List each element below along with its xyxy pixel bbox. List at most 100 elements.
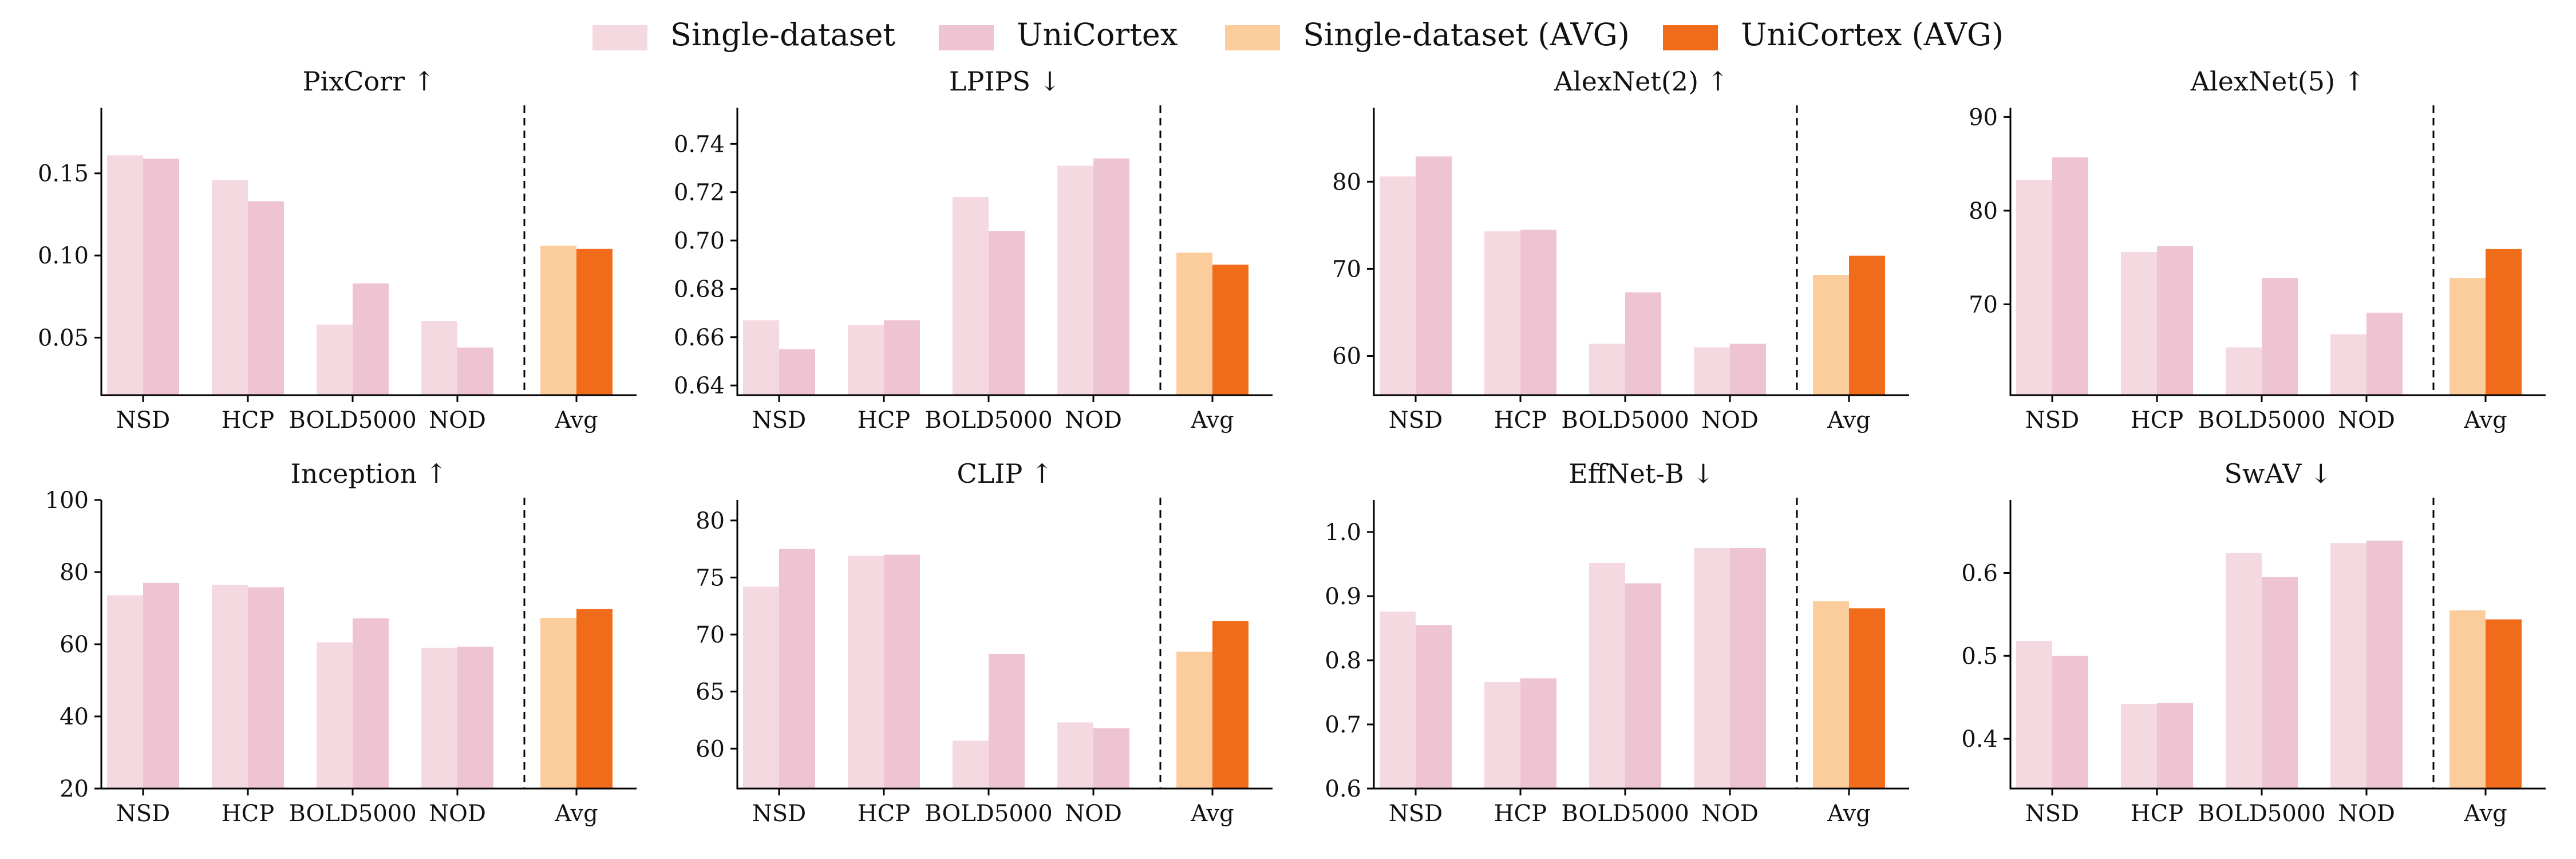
bar-nod-unicortex: [2366, 313, 2403, 395]
bar-avg-single-dataset-avg: [540, 245, 576, 395]
panel-effnet-b: EffNet-B ↓ 0.6 0.7 0.8 0.9 1.0 NSD HCP BOLD5000 N…: [1325, 458, 1909, 827]
panel-swav: SwAV ↓ 0.4 0.5 0.6 NSD HCP BOLD5000 NOD Avg: [1961, 458, 2546, 827]
bar-bold5000-unicortex: [989, 231, 1025, 395]
legend-label: Single-dataset: [670, 17, 895, 53]
bar-nod-unicortex: [457, 647, 493, 789]
bar-nod-unicortex: [1730, 344, 1766, 395]
x-tick-label-nod: NOD: [1065, 407, 1122, 434]
y-tick-label: 40: [60, 704, 89, 730]
bar-hcp-unicortex: [884, 554, 920, 789]
bar-nsd-unicortex: [143, 582, 179, 789]
legend-item-unicortex: UniCortex: [939, 17, 1178, 53]
x-tick-label-nsd: NSD: [1389, 801, 1443, 827]
bar-avg-unicortex-avg: [1212, 621, 1249, 789]
y-tick-label: 70: [1969, 291, 1998, 318]
legend-label: Single-dataset (AVG): [1303, 17, 1630, 53]
bar-nsd-unicortex: [779, 349, 815, 395]
y-tick-label: 80: [60, 559, 89, 586]
panel-title: AlexNet(5) ↑: [2190, 66, 2365, 97]
x-tick-label-avg: Avg: [1827, 407, 1870, 434]
bar-nsd-single-dataset: [107, 155, 143, 395]
x-tick-label-nsd: NSD: [2025, 407, 2079, 434]
y-tick-label: 70: [696, 622, 725, 648]
bar-nsd-unicortex: [2052, 157, 2088, 395]
bar-nod-single-dataset: [1694, 347, 1730, 395]
bars: [107, 582, 613, 789]
y-tick-label: 80: [1969, 198, 1998, 224]
x-tick-label-avg: Avg: [2463, 407, 2507, 434]
panel-pixcorr: PixCorr ↑ 0.05 0.10 0.15 NSD HCP BOLD5000 NOD Av…: [38, 66, 637, 434]
bar-nsd-single-dataset: [2016, 179, 2052, 395]
bar-avg-single-dataset-avg: [1813, 275, 1849, 395]
y-tick-label: 0.8: [1325, 648, 1361, 674]
x-tick-label-bold5000: BOLD5000: [289, 407, 416, 434]
bar-hcp-unicortex: [248, 587, 284, 789]
bars: [2016, 540, 2522, 789]
x-tick-label-bold5000: BOLD5000: [2198, 801, 2325, 827]
y-tick-label: 90: [1969, 104, 1998, 131]
bar-avg-single-dataset-avg: [2449, 610, 2486, 789]
x-tick-label-avg: Avg: [1190, 407, 1234, 434]
y-tick-label: 0.68: [674, 276, 725, 302]
legend-swatch: [1225, 25, 1280, 50]
bar-bold5000-single-dataset: [1589, 562, 1625, 789]
bar-bold5000-unicortex: [2262, 278, 2298, 395]
bar-avg-unicortex-avg: [1849, 608, 1885, 789]
y-tick-label: 0.72: [674, 180, 725, 206]
bar-nsd-single-dataset: [743, 320, 779, 395]
bar-avg-unicortex-avg: [576, 249, 613, 395]
x-tick-label-bold5000: BOLD5000: [289, 801, 416, 827]
y-tick-label: 65: [696, 679, 725, 706]
bar-hcp-unicortex: [2157, 703, 2193, 789]
bar-bold5000-single-dataset: [317, 324, 353, 395]
bar-hcp-unicortex: [248, 201, 284, 395]
x-tick-label-nod: NOD: [429, 407, 486, 434]
bar-hcp-single-dataset: [1484, 682, 1520, 789]
y-tick-label: 100: [45, 487, 89, 514]
y-tick-label: 0.70: [674, 228, 725, 254]
x-tick-label-bold5000: BOLD5000: [924, 407, 1052, 434]
x-tick-label-hcp: HCP: [222, 407, 274, 434]
bar-nsd-single-dataset: [1380, 611, 1416, 789]
y-tick-label: 0.64: [674, 373, 725, 399]
bar-bold5000-single-dataset: [953, 197, 989, 395]
bar-bold5000-unicortex: [2262, 577, 2298, 789]
bars: [107, 155, 613, 395]
y-tick-label: 20: [60, 776, 89, 802]
x-tick-label-avg: Avg: [554, 407, 598, 434]
legend-swatch: [939, 25, 994, 50]
bar-hcp-single-dataset: [212, 180, 248, 395]
y-tick-label: 0.5: [1961, 643, 1998, 669]
y-tick-label: 0.6: [1961, 560, 1998, 586]
y-tick-label: 0.66: [674, 325, 725, 351]
x-tick-label-nsd: NSD: [116, 407, 170, 434]
bar-bold5000-unicortex: [1625, 292, 1661, 395]
x-tick-label-nod: NOD: [2338, 801, 2395, 827]
bar-bold5000-single-dataset: [317, 642, 353, 789]
x-tick-label-bold5000: BOLD5000: [1561, 801, 1689, 827]
x-tick-label-avg: Avg: [1827, 801, 1870, 827]
x-tick-label-hcp: HCP: [858, 801, 910, 827]
x-tick-label-nsd: NSD: [116, 801, 170, 827]
bar-hcp-unicortex: [884, 320, 920, 395]
panel-alexnet-5: AlexNet(5) ↑ 70 80 90 NSD HCP BOLD5000 NOD Avg: [1969, 66, 2546, 434]
bar-avg-single-dataset-avg: [1176, 651, 1212, 789]
y-tick-label: 0.15: [38, 161, 89, 187]
bar-bold5000-single-dataset: [2226, 347, 2262, 395]
bar-nsd-unicortex: [1416, 156, 1452, 395]
y-tick-label: 60: [1332, 344, 1361, 370]
y-tick-label: 0.74: [674, 131, 725, 157]
bar-hcp-single-dataset: [848, 555, 884, 789]
bar-avg-single-dataset-avg: [1176, 253, 1212, 395]
x-tick-label-hcp: HCP: [858, 407, 910, 434]
y-tick-label: 0.7: [1325, 712, 1361, 738]
bar-nod-single-dataset: [2330, 334, 2366, 395]
bar-nod-unicortex: [1730, 548, 1766, 789]
y-tick-label: 0.4: [1961, 726, 1998, 752]
panel-title: AlexNet(2) ↑: [1554, 66, 1729, 97]
bar-bold5000-single-dataset: [2226, 553, 2262, 789]
bar-nod-single-dataset: [421, 321, 457, 395]
bar-hcp-single-dataset: [212, 585, 248, 789]
bar-bold5000-unicortex: [353, 618, 389, 789]
y-tick-label: 80: [696, 508, 725, 534]
